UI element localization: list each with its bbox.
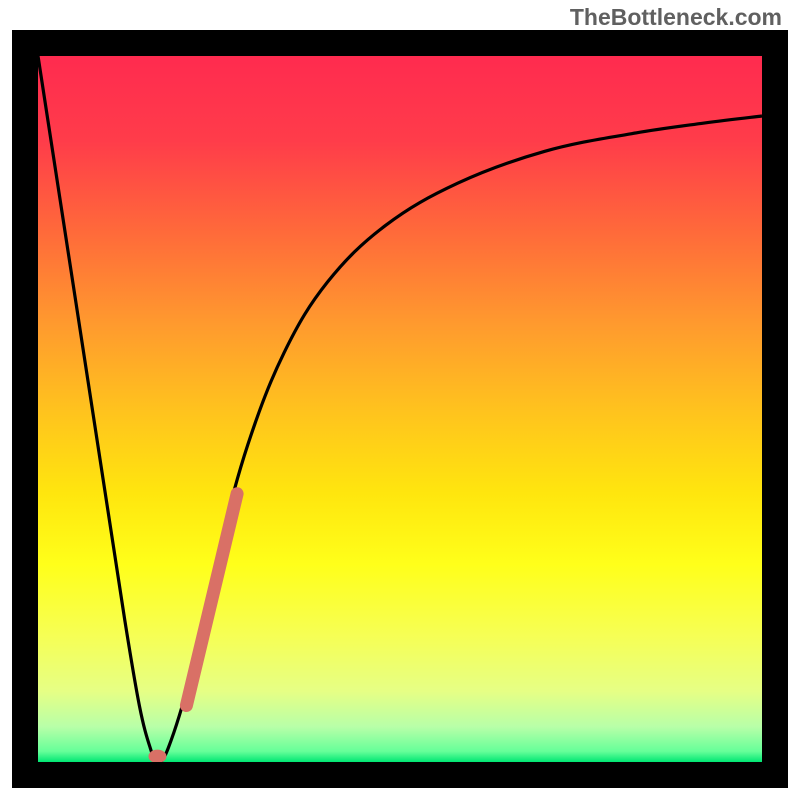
chart-container: TheBottleneck.com [0, 0, 800, 800]
plot-frame [12, 30, 788, 788]
watermark-text: TheBottleneck.com [570, 4, 782, 31]
